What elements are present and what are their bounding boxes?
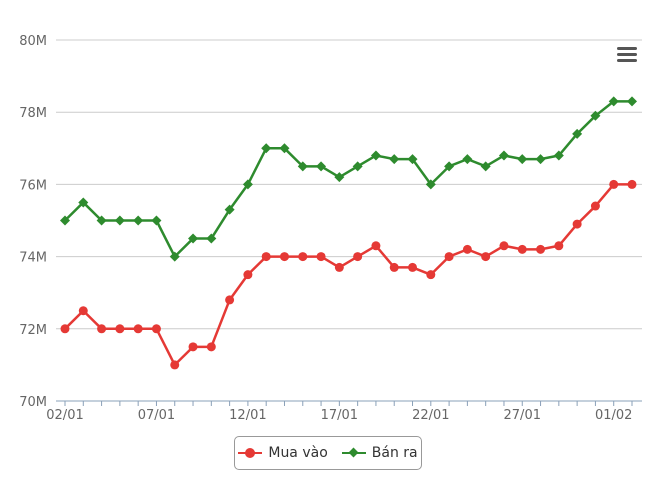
data-point [206, 342, 216, 352]
legend-swatch-circle [238, 447, 263, 459]
data-point [572, 128, 583, 139]
data-point [371, 241, 381, 251]
data-point [389, 262, 399, 272]
data-point [481, 252, 491, 262]
y-tick-label: 76M [19, 178, 47, 193]
data-point [297, 161, 308, 172]
data-point [188, 233, 199, 244]
data-point [444, 161, 455, 172]
data-point [480, 161, 491, 172]
x-tick-label: 01/02 [595, 408, 632, 423]
data-point [536, 244, 546, 254]
data-point [206, 233, 217, 244]
data-point [151, 215, 162, 226]
x-tick-label: 27/01 [504, 408, 541, 423]
data-point [225, 295, 235, 305]
data-point [243, 270, 253, 280]
data-point [261, 143, 272, 154]
data-point [334, 172, 345, 183]
x-tick-label: 07/01 [138, 408, 175, 423]
data-point [133, 324, 143, 334]
legend-label: Mua vào [268, 445, 328, 461]
data-point [572, 219, 582, 229]
data-point [60, 215, 70, 226]
legend-item-series-1[interactable]: Bán ra [341, 445, 418, 461]
data-point [408, 262, 418, 272]
data-point [353, 252, 363, 262]
data-point [96, 215, 107, 226]
y-tick-label: 70M [19, 395, 47, 410]
series-line-1 [64, 100, 632, 258]
data-point [334, 262, 344, 272]
data-point [60, 324, 70, 334]
data-point [224, 204, 235, 215]
data-point [370, 150, 381, 161]
data-point [517, 244, 527, 254]
data-point [115, 324, 125, 334]
data-point [169, 251, 180, 262]
data-point [279, 143, 290, 154]
legend-item-series-0[interactable]: Mua vào [238, 445, 328, 461]
data-point [407, 154, 418, 165]
x-tick-label: 22/01 [412, 408, 449, 423]
chart-legend: Mua vào Bán ra [234, 436, 422, 470]
data-point [78, 197, 89, 208]
hamburger-menu-icon[interactable] [612, 44, 642, 68]
data-point [97, 324, 107, 334]
data-point [242, 179, 253, 190]
data-point [553, 150, 564, 161]
y-tick-label: 74M [19, 251, 47, 266]
data-point [444, 252, 454, 262]
data-point [279, 252, 289, 262]
data-point [590, 201, 600, 211]
x-tick-label: 02/01 [46, 408, 83, 423]
data-point [133, 215, 144, 226]
data-point [114, 215, 125, 226]
data-point [535, 154, 546, 165]
data-point [498, 150, 509, 161]
legend-swatch-diamond [341, 447, 366, 459]
data-point [78, 306, 88, 316]
y-tick-label: 80M [19, 34, 47, 49]
series-line-0 [64, 183, 632, 367]
data-point [462, 154, 473, 165]
data-point [261, 252, 271, 262]
data-point [298, 252, 308, 262]
legend-label: Bán ra [371, 445, 418, 461]
data-point [627, 179, 637, 189]
y-tick-label: 78M [19, 106, 47, 121]
data-point [316, 161, 327, 172]
data-point [425, 179, 436, 190]
data-point [627, 96, 637, 107]
data-point [389, 154, 400, 165]
data-point [426, 270, 436, 280]
y-tick-label: 72M [19, 323, 47, 338]
x-tick-label: 12/01 [229, 408, 266, 423]
data-point [352, 161, 363, 172]
data-point [462, 244, 472, 254]
data-point [188, 342, 198, 352]
x-tick-label: 17/01 [321, 408, 358, 423]
data-point [609, 179, 619, 189]
data-point [151, 324, 161, 334]
data-point [316, 252, 326, 262]
data-point [517, 154, 528, 165]
data-point [499, 241, 509, 251]
data-point [608, 96, 619, 107]
data-point [170, 360, 180, 370]
data-point [590, 110, 601, 121]
data-point [554, 241, 564, 251]
